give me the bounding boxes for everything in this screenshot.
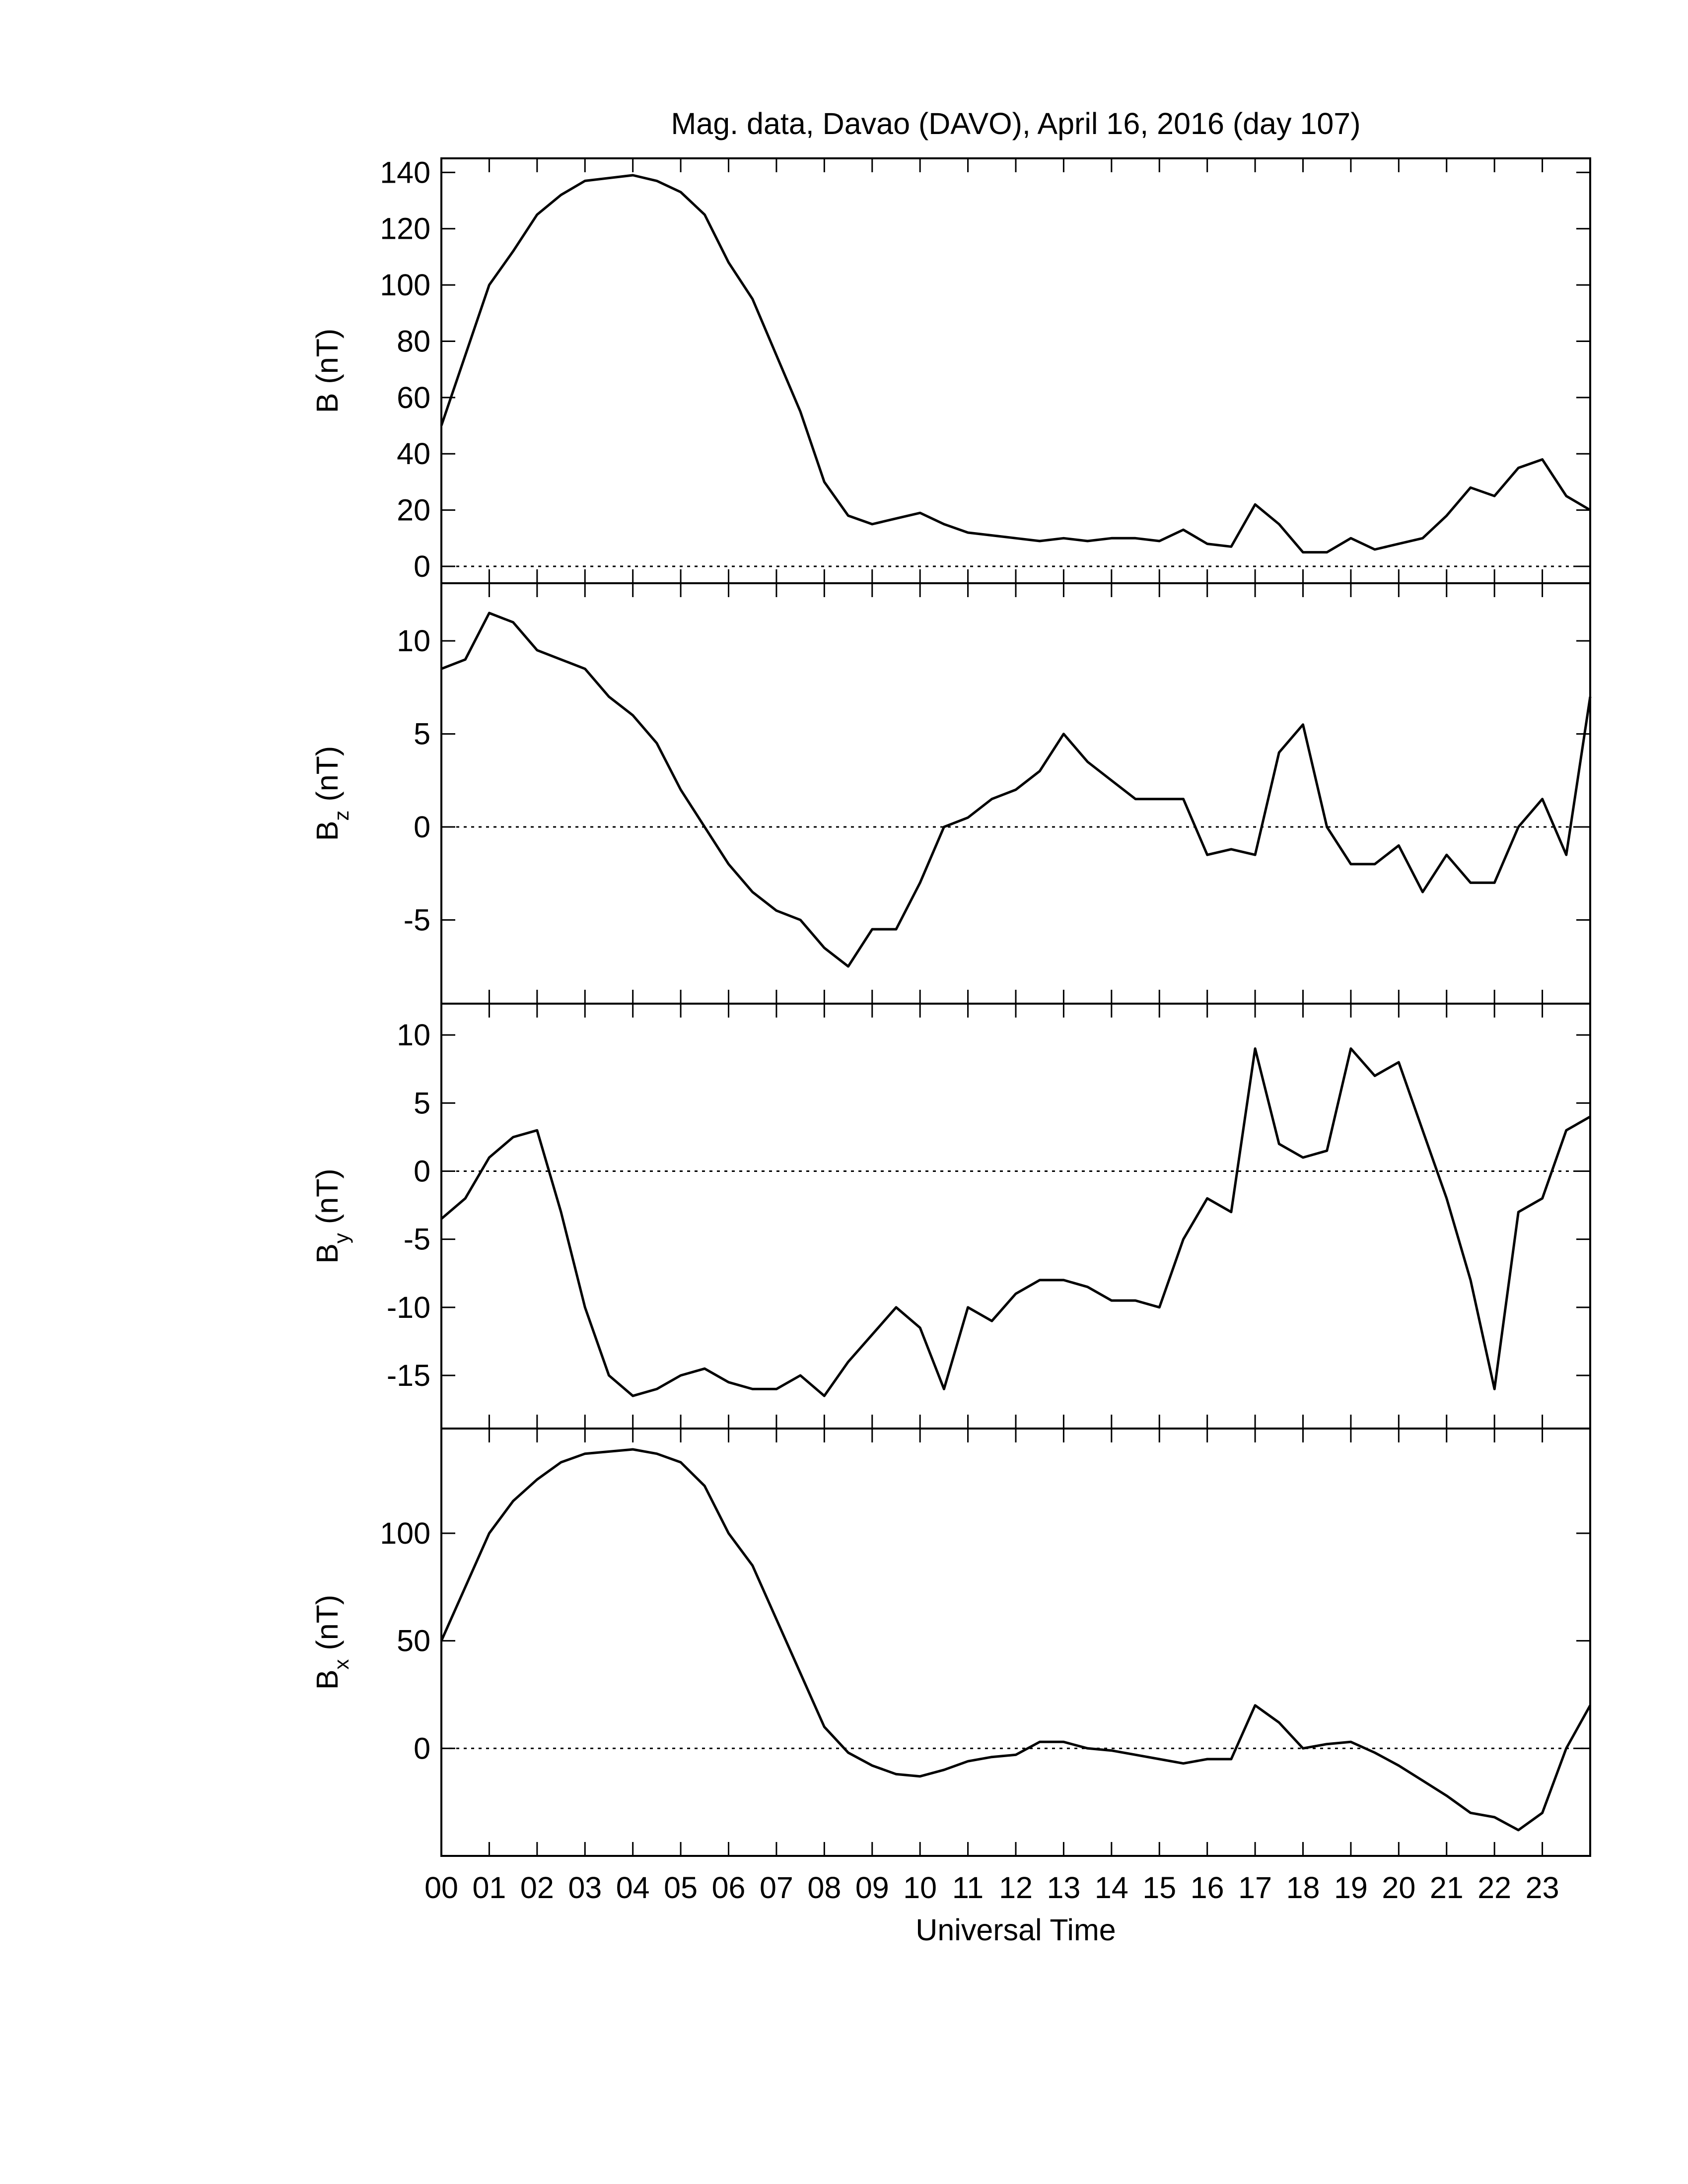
y-tick-label: 60 xyxy=(397,381,430,414)
y-tick-label: 5 xyxy=(414,1086,430,1120)
y-axis-label: Bz (nT) xyxy=(310,746,353,841)
y-label-symbol: B xyxy=(310,1670,344,1690)
data-line xyxy=(440,174,1591,554)
y-tick-label: 0 xyxy=(414,549,430,583)
data-line xyxy=(440,1448,1592,1832)
x-tick-label: 22 xyxy=(1477,1871,1511,1905)
data-line xyxy=(440,1047,1591,1397)
x-tick-label: 10 xyxy=(903,1871,937,1905)
x-tick-label: 09 xyxy=(855,1871,889,1905)
y-tick-label: 0 xyxy=(414,1154,430,1188)
x-tick-label: 00 xyxy=(424,1871,458,1905)
y-tick-label: 0 xyxy=(414,1731,430,1765)
x-tick-label: 07 xyxy=(760,1871,793,1905)
y-tick-label: -15 xyxy=(387,1359,430,1392)
y-axis-label: By (nT) xyxy=(310,1168,353,1264)
x-tick-label: 16 xyxy=(1191,1871,1224,1905)
x-tick-label: 06 xyxy=(712,1871,746,1905)
x-tick-label: 20 xyxy=(1382,1871,1415,1905)
y-tick-label: 140 xyxy=(380,155,430,189)
y-tick-label: 5 xyxy=(414,717,430,751)
x-tick-label: 12 xyxy=(999,1871,1033,1905)
y-tick-label: -5 xyxy=(404,1223,430,1256)
chart-title: Mag. data, Davao (DAVO), April 16, 2016 … xyxy=(671,107,1360,140)
y-tick-label: 120 xyxy=(380,212,430,246)
y-axis-label: Bx (nT) xyxy=(310,1595,353,1690)
x-tick-label: 08 xyxy=(807,1871,841,1905)
y-tick-label: 10 xyxy=(397,624,430,658)
y-tick-label: -5 xyxy=(404,903,430,937)
y-tick-label: -10 xyxy=(387,1291,430,1324)
y-tick-label: 50 xyxy=(397,1624,430,1658)
x-tick-label: 01 xyxy=(472,1871,506,1905)
y-label-unit: (nT) xyxy=(310,329,344,384)
y-label-subscript: z xyxy=(330,811,353,821)
x-tick-label: 04 xyxy=(616,1871,650,1905)
x-tick-label: 14 xyxy=(1095,1871,1128,1905)
y-tick-label: 100 xyxy=(380,268,430,302)
x-tick-label: 13 xyxy=(1047,1871,1080,1905)
y-tick-label: 80 xyxy=(397,324,430,358)
y-label-symbol: B xyxy=(310,393,344,413)
x-tick-label: 18 xyxy=(1286,1871,1320,1905)
y-tick-label: 40 xyxy=(397,437,430,471)
y-tick-label: 20 xyxy=(397,493,430,527)
y-label-unit: (nT) xyxy=(310,746,344,802)
y-tick-label: 100 xyxy=(380,1516,430,1550)
x-tick-label: 19 xyxy=(1334,1871,1368,1905)
x-tick-label: 17 xyxy=(1238,1871,1272,1905)
data-line xyxy=(441,612,1592,968)
y-label-symbol: B xyxy=(310,1243,344,1264)
x-axis-label: Universal Time xyxy=(915,1913,1116,1947)
x-tick-label: 03 xyxy=(568,1871,602,1905)
x-tick-label: 15 xyxy=(1142,1871,1176,1905)
y-label-subscript: x xyxy=(330,1659,353,1670)
x-tick-label: 05 xyxy=(664,1871,698,1905)
y-axis-label: B (nT) xyxy=(310,329,344,413)
y-label-unit: (nT) xyxy=(310,1595,344,1650)
x-tick-label: 23 xyxy=(1526,1871,1559,1905)
y-label-unit: (nT) xyxy=(310,1168,344,1224)
x-tick-label: 11 xyxy=(952,1871,984,1905)
y-label-symbol: B xyxy=(310,821,344,841)
x-tick-label: 02 xyxy=(520,1871,554,1905)
y-tick-label: 0 xyxy=(414,810,430,844)
y-tick-label: 10 xyxy=(397,1018,430,1052)
x-tick-label: 21 xyxy=(1430,1871,1464,1905)
y-label-subscript: y xyxy=(330,1233,353,1243)
